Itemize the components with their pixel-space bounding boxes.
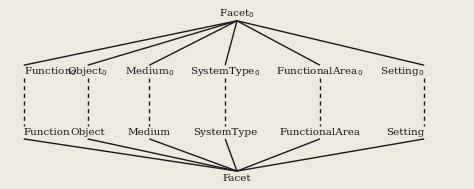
Text: SystemType: SystemType [193,128,257,137]
Text: Facet: Facet [223,174,251,183]
Text: Setting$_0$: Setting$_0$ [380,65,424,78]
Text: FunctionalArea$_0$: FunctionalArea$_0$ [276,65,364,78]
Text: Function$_0$: Function$_0$ [24,65,77,78]
Text: SystemType$_0$: SystemType$_0$ [190,65,260,78]
Text: Facet$_0$: Facet$_0$ [219,7,255,20]
Text: Object: Object [70,128,105,137]
Text: FunctionalArea: FunctionalArea [280,128,360,137]
Text: Medium$_0$: Medium$_0$ [125,65,174,78]
Text: Setting: Setting [386,128,424,137]
Text: Medium: Medium [128,128,171,137]
Text: Object$_0$: Object$_0$ [67,65,108,78]
Text: Function: Function [24,128,71,137]
